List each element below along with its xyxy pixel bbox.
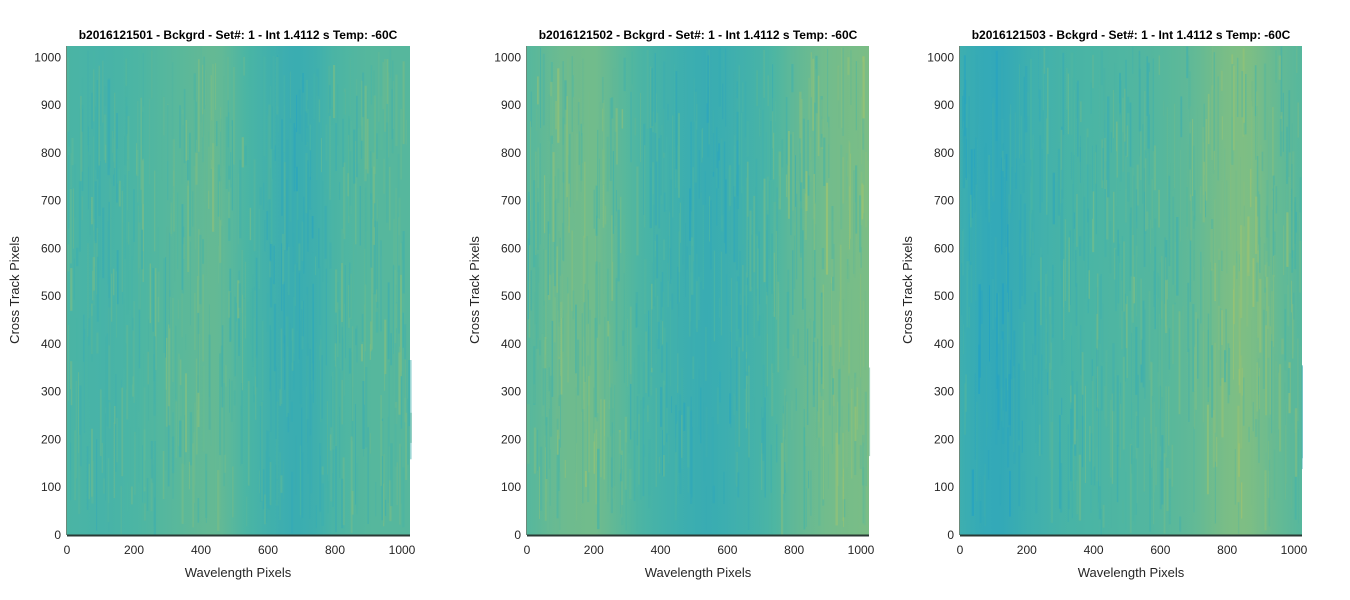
panel-1-y-axis-label: Cross Track Pixels bbox=[7, 236, 22, 344]
y-tick-label: 700 bbox=[501, 194, 521, 208]
x-tick-label: 200 bbox=[1017, 543, 1037, 557]
panel-1-heatmap bbox=[66, 46, 412, 537]
panel-2-title: b2016121502 - Bckgrd - Set#: 1 - Int 1.4… bbox=[539, 28, 858, 42]
panel-1-x-ticks: 0 200 400 600 800 1000 bbox=[64, 543, 416, 557]
x-tick-label: 0 bbox=[64, 543, 71, 557]
x-tick-label: 1000 bbox=[848, 543, 875, 557]
y-tick-label: 800 bbox=[934, 146, 954, 160]
y-tick-label: 900 bbox=[934, 98, 954, 112]
y-tick-label: 200 bbox=[501, 433, 521, 447]
panel-1: b2016121501 - Bckgrd - Set#: 1 - Int 1.4… bbox=[7, 28, 416, 580]
heatmap-base bbox=[527, 46, 869, 535]
y-tick-label: 400 bbox=[501, 337, 521, 351]
panel-2-heatmap bbox=[526, 46, 871, 537]
x-tick-label: 800 bbox=[325, 543, 345, 557]
y-tick-label: 500 bbox=[41, 289, 61, 303]
y-tick-label: 1000 bbox=[494, 51, 521, 65]
panel-3-x-ticks: 0 200 400 600 800 1000 bbox=[957, 543, 1308, 557]
y-tick-label: 900 bbox=[41, 98, 61, 112]
y-tick-label: 300 bbox=[41, 385, 61, 399]
panel-3-y-axis-label: Cross Track Pixels bbox=[900, 236, 915, 344]
y-tick-label: 300 bbox=[501, 385, 521, 399]
y-tick-label: 500 bbox=[501, 289, 521, 303]
y-tick-label: 600 bbox=[934, 242, 954, 256]
x-tick-label: 0 bbox=[957, 543, 964, 557]
y-tick-label: 0 bbox=[514, 528, 521, 542]
y-tick-label: 100 bbox=[934, 480, 954, 494]
y-tick-label: 800 bbox=[41, 146, 61, 160]
y-tick-label: 500 bbox=[934, 289, 954, 303]
panel-3-x-axis-label: Wavelength Pixels bbox=[1078, 565, 1185, 580]
x-tick-label: 600 bbox=[1150, 543, 1170, 557]
y-tick-label: 200 bbox=[41, 433, 61, 447]
x-tick-label: 200 bbox=[124, 543, 144, 557]
y-tick-label: 1000 bbox=[927, 51, 954, 65]
y-tick-label: 0 bbox=[54, 528, 61, 542]
panel-3-y-ticks: 0 100 200 300 400 500 600 700 800 900 1000 bbox=[927, 51, 954, 543]
x-tick-label: 1000 bbox=[1281, 543, 1308, 557]
x-tick-label: 400 bbox=[651, 543, 671, 557]
panel-3-heatmap bbox=[959, 46, 1303, 537]
y-tick-label: 100 bbox=[41, 480, 61, 494]
panel-1-title: b2016121501 - Bckgrd - Set#: 1 - Int 1.4… bbox=[79, 28, 398, 42]
x-tick-label: 400 bbox=[1084, 543, 1104, 557]
x-tick-label: 400 bbox=[191, 543, 211, 557]
y-tick-label: 700 bbox=[934, 194, 954, 208]
panel-2: b2016121502 - Bckgrd - Set#: 1 - Int 1.4… bbox=[467, 28, 875, 580]
x-tick-label: 800 bbox=[1217, 543, 1237, 557]
heatmap-texture bbox=[67, 46, 412, 535]
x-tick-label: 600 bbox=[717, 543, 737, 557]
panel-2-y-axis-label: Cross Track Pixels bbox=[467, 236, 482, 344]
y-tick-label: 400 bbox=[41, 337, 61, 351]
y-tick-label: 1000 bbox=[34, 51, 61, 65]
heatmap-texture bbox=[960, 46, 1303, 535]
x-tick-label: 200 bbox=[584, 543, 604, 557]
heatmap-texture bbox=[527, 47, 871, 535]
panel-2-x-ticks: 0 200 400 600 800 1000 bbox=[524, 543, 875, 557]
y-tick-label: 0 bbox=[947, 528, 954, 542]
panel-1-y-ticks: 0 100 200 300 400 500 600 700 800 900 1000 bbox=[34, 51, 61, 543]
panel-3-title: b2016121503 - Bckgrd - Set#: 1 - Int 1.4… bbox=[972, 28, 1291, 42]
panel-1-x-axis-label: Wavelength Pixels bbox=[185, 565, 292, 580]
y-tick-label: 800 bbox=[501, 146, 521, 160]
y-tick-label: 600 bbox=[41, 242, 61, 256]
y-tick-label: 400 bbox=[934, 337, 954, 351]
y-tick-label: 100 bbox=[501, 480, 521, 494]
y-tick-label: 700 bbox=[41, 194, 61, 208]
y-tick-label: 200 bbox=[934, 433, 954, 447]
x-tick-label: 800 bbox=[784, 543, 804, 557]
panel-2-x-axis-label: Wavelength Pixels bbox=[645, 565, 752, 580]
panel-2-y-ticks: 0 100 200 300 400 500 600 700 800 900 1000 bbox=[494, 51, 521, 543]
y-tick-label: 900 bbox=[501, 98, 521, 112]
x-tick-label: 0 bbox=[524, 543, 531, 557]
x-tick-label: 600 bbox=[258, 543, 278, 557]
panel-3: b2016121503 - Bckgrd - Set#: 1 - Int 1.4… bbox=[900, 28, 1308, 580]
y-tick-label: 600 bbox=[501, 242, 521, 256]
x-tick-label: 1000 bbox=[389, 543, 416, 557]
y-tick-label: 300 bbox=[934, 385, 954, 399]
